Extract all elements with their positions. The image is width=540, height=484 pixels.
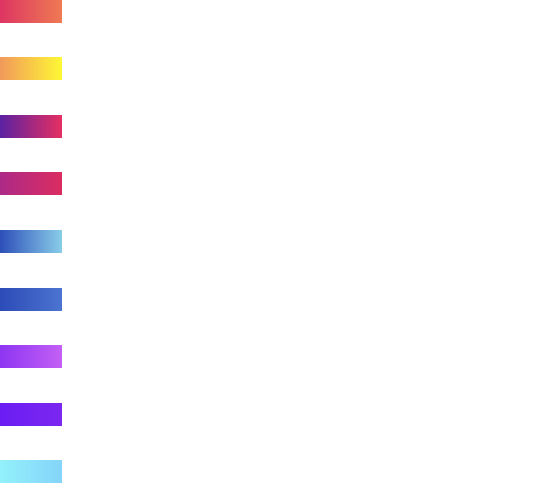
- gradient-swatch: [0, 460, 62, 483]
- gradient-swatch: [0, 172, 62, 195]
- gradient-swatch: [0, 288, 62, 311]
- gradient-swatch: [0, 345, 62, 368]
- gradient-swatch: [0, 115, 62, 138]
- gradient-swatch: [0, 403, 62, 426]
- gradient-swatch: [0, 0, 62, 23]
- gradient-swatch: [0, 230, 62, 253]
- gradient-swatch: [0, 57, 62, 80]
